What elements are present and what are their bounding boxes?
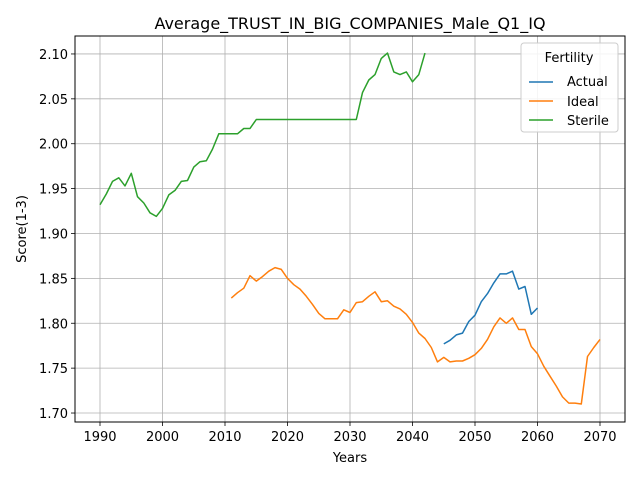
x-tick-label: 2060 bbox=[521, 430, 554, 445]
x-tick-label: 2030 bbox=[333, 430, 366, 445]
x-tick-label: 2040 bbox=[396, 430, 429, 445]
x-tick-label: 2000 bbox=[146, 430, 179, 445]
y-tick-label: 1.75 bbox=[39, 362, 68, 377]
axis-ticks: 1990 2000 2010 2020 2030 2040 2050 2060 2070 1.70… bbox=[39, 48, 617, 445]
y-axis-label: Score(1-3) bbox=[15, 195, 30, 263]
legend-label-actual: Actual bbox=[567, 75, 608, 90]
x-tick-label: 2020 bbox=[271, 430, 304, 445]
y-tick-label: 2.10 bbox=[39, 48, 68, 63]
x-tick-label: 2010 bbox=[208, 430, 241, 445]
series-lines bbox=[99, 52, 601, 405]
y-tick-label: 2.00 bbox=[39, 138, 68, 153]
y-tick-label: 1.85 bbox=[39, 272, 68, 287]
y-tick-label: 1.95 bbox=[39, 183, 68, 198]
x-tick-label: 2070 bbox=[583, 430, 616, 445]
legend-title: Fertility bbox=[545, 51, 594, 66]
series-line-sterile bbox=[99, 52, 426, 218]
legend-box bbox=[520, 42, 619, 133]
series-line-ideal bbox=[230, 266, 601, 405]
y-tick-label: 1.80 bbox=[39, 317, 68, 332]
x-tick-label: 1990 bbox=[83, 430, 116, 445]
legend: Fertility Actual Ideal Sterile bbox=[520, 42, 619, 133]
x-tick-label: 2050 bbox=[458, 430, 491, 445]
series-line-actual bbox=[443, 270, 539, 345]
legend-label-ideal: Ideal bbox=[567, 95, 599, 110]
legend-label-sterile: Sterile bbox=[567, 114, 609, 129]
chart-title: Average_TRUST_IN_BIG_COMPANIES_Male_Q1_I… bbox=[154, 14, 545, 34]
y-tick-label: 2.05 bbox=[39, 93, 68, 108]
y-tick-label: 1.70 bbox=[39, 407, 68, 422]
y-tick-label: 1.90 bbox=[39, 227, 68, 242]
x-axis-label: Years bbox=[332, 451, 368, 466]
